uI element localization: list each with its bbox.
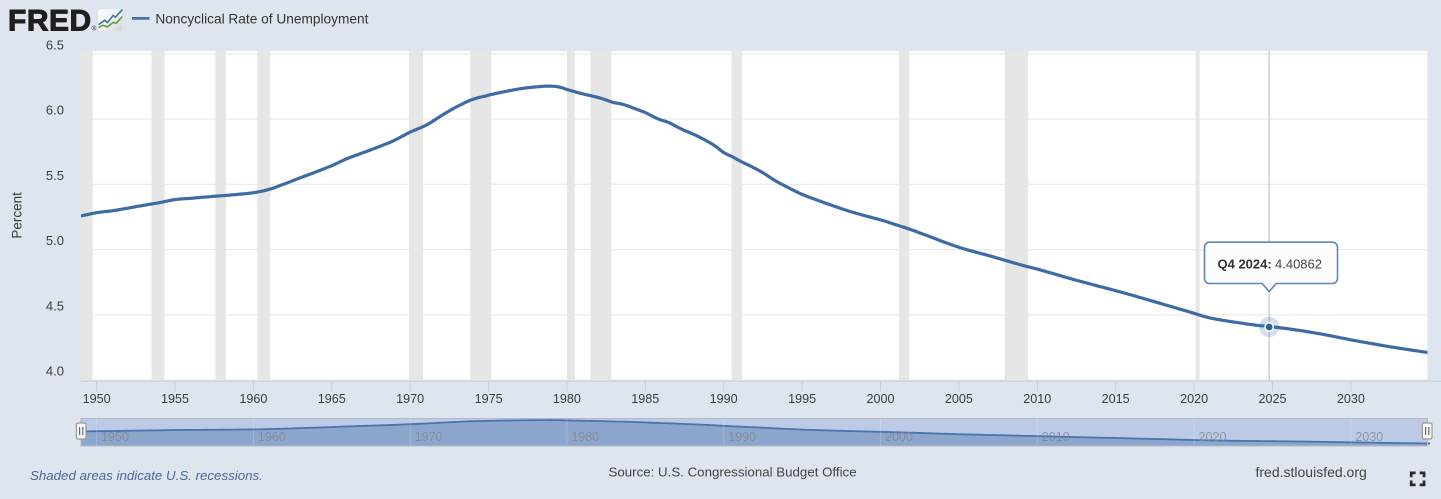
- svg-text:2030: 2030: [1337, 392, 1365, 406]
- svg-text:1950: 1950: [83, 392, 111, 406]
- svg-text:1960: 1960: [239, 392, 267, 406]
- svg-text:Q4 2024:: Q4 2024:: [1218, 257, 1272, 272]
- svg-text:Source: U.S. Congressional Bud: Source: U.S. Congressional Budget Office: [609, 464, 857, 479]
- svg-text:2010: 2010: [1023, 392, 1051, 406]
- svg-text:5.0: 5.0: [46, 233, 64, 248]
- svg-text:1990: 1990: [728, 430, 756, 444]
- svg-text:2020: 2020: [1199, 430, 1227, 444]
- svg-text:1955: 1955: [161, 392, 189, 406]
- svg-text:Noncyclical Rate of Unemployme: Noncyclical Rate of Unemployment: [155, 11, 368, 26]
- svg-text:1950: 1950: [101, 430, 129, 444]
- svg-text:Percent: Percent: [10, 192, 25, 239]
- svg-text:2000: 2000: [866, 392, 894, 406]
- svg-text:Shaded areas indicate U.S. rec: Shaded areas indicate U.S. recessions.: [30, 468, 263, 483]
- svg-text:1985: 1985: [631, 392, 659, 406]
- svg-text:1980: 1980: [553, 392, 581, 406]
- svg-text:1965: 1965: [318, 392, 346, 406]
- svg-text:®: ®: [92, 25, 97, 33]
- svg-text:1970: 1970: [415, 430, 443, 444]
- svg-text:2025: 2025: [1258, 392, 1286, 406]
- svg-text:2000: 2000: [885, 430, 913, 444]
- svg-text:fred.stlouisfed.org: fred.stlouisfed.org: [1256, 464, 1367, 480]
- svg-text:1995: 1995: [788, 392, 816, 406]
- svg-text:1990: 1990: [710, 392, 738, 406]
- svg-text:2015: 2015: [1102, 392, 1130, 406]
- svg-text:1975: 1975: [475, 392, 503, 406]
- svg-text:2005: 2005: [945, 392, 973, 406]
- svg-text:4.5: 4.5: [46, 298, 64, 313]
- svg-text:4.0: 4.0: [46, 364, 64, 379]
- svg-text:1980: 1980: [571, 430, 599, 444]
- svg-text:6.5: 6.5: [46, 38, 64, 53]
- svg-text:1960: 1960: [258, 430, 286, 444]
- svg-text:2030: 2030: [1355, 430, 1383, 444]
- svg-text:6.0: 6.0: [46, 103, 64, 118]
- svg-text:1970: 1970: [396, 392, 424, 406]
- svg-text:5.5: 5.5: [46, 168, 64, 183]
- svg-text:FRED: FRED: [8, 5, 92, 38]
- svg-text:4.40862: 4.40862: [1275, 257, 1322, 272]
- svg-text:2020: 2020: [1180, 392, 1208, 406]
- svg-text:2010: 2010: [1042, 430, 1070, 444]
